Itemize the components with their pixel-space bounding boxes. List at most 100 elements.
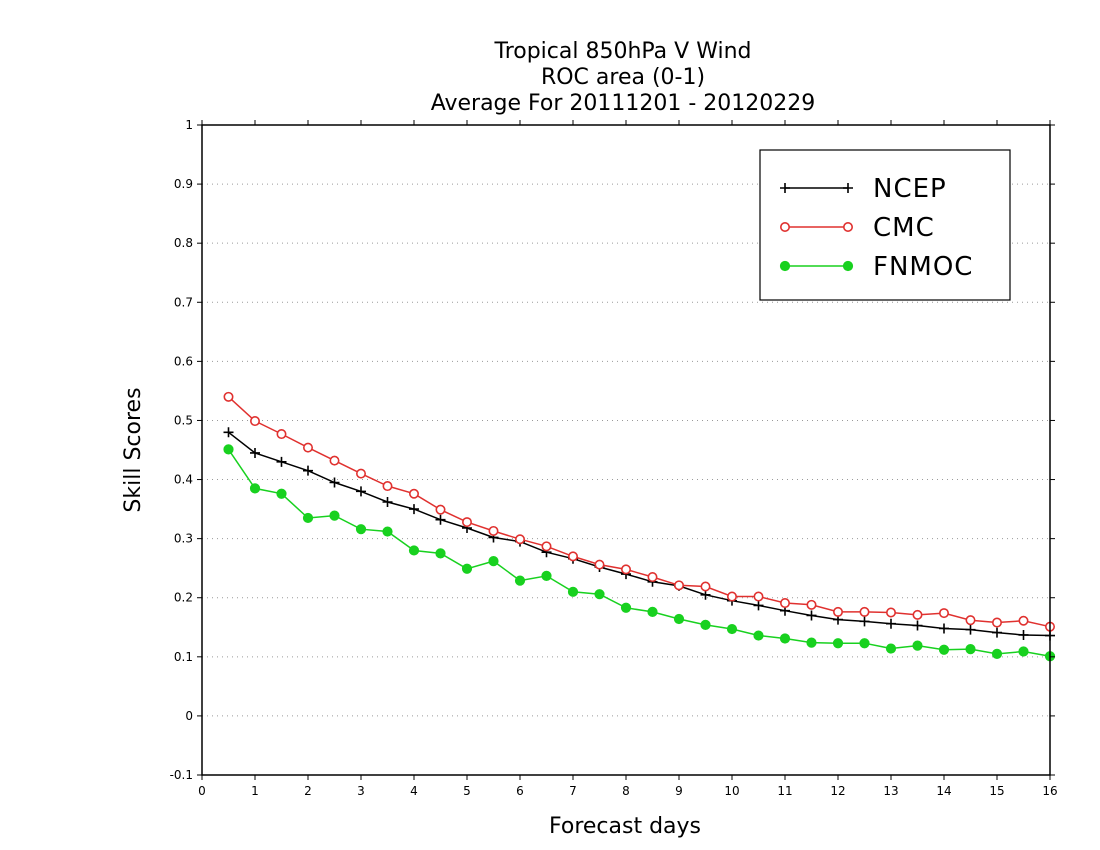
x-tick-label-5: 5 (463, 784, 471, 798)
chart-title: Tropical 850hPa V Wind ROC area (0-1) Av… (431, 39, 816, 116)
point-cmc-27 (938, 608, 949, 619)
point-fnmoc-8 (435, 548, 446, 559)
point-fnmoc-15 (620, 602, 632, 613)
point-cmc-25 (885, 607, 896, 618)
legend-box (759, 149, 1011, 301)
y-tick-label-0: -0.1 (170, 768, 193, 782)
series-cmc (223, 391, 1056, 632)
y-tick-label-6: 0.5 (174, 413, 193, 427)
point-cmc-18 (700, 581, 711, 592)
series-layer (223, 391, 1056, 662)
point-fnmoc-21 (779, 633, 791, 644)
legend-marker-end-cmc (842, 222, 853, 233)
point-fnmoc-26 (912, 640, 923, 651)
point-cmc-4 (329, 455, 340, 466)
y-axis-label: Skill Scores (121, 387, 146, 512)
point-cmc-2 (276, 429, 287, 440)
point-cmc-14 (594, 559, 605, 570)
point-cmc-13 (567, 551, 578, 562)
point-cmc-8 (435, 504, 446, 515)
point-fnmoc-29 (991, 648, 1003, 659)
y-tick-label-4: 0.3 (174, 532, 193, 546)
point-fnmoc-9 (461, 563, 473, 574)
point-ncep-24 (859, 616, 870, 627)
point-cmc-6 (382, 481, 393, 492)
series-ncep (223, 427, 1055, 641)
point-cmc-15 (620, 564, 631, 575)
point-cmc-22 (806, 599, 817, 610)
y-tick-label-11: 1 (185, 118, 193, 132)
chart-title-line-1: Tropical 850hPa V Wind (493, 39, 751, 64)
point-cmc-7 (408, 488, 419, 499)
legend-marker-end-ncep (843, 183, 853, 193)
point-fnmoc-5 (355, 524, 367, 535)
point-cmc-9 (461, 517, 472, 528)
y-tick-label-5: 0.4 (174, 473, 193, 487)
point-fnmoc-13 (567, 586, 579, 597)
x-tick-label-4: 4 (410, 784, 418, 798)
x-axis-label: Forecast days (549, 814, 701, 839)
x-tick-label-7: 7 (569, 784, 577, 798)
point-fnmoc-0 (223, 444, 234, 455)
legend-item-cmc: CMC (779, 213, 934, 243)
point-ncep-26 (912, 620, 923, 631)
x-tick-label-15: 15 (989, 784, 1004, 798)
legend-marker-end-fnmoc (842, 260, 854, 272)
point-cmc-19 (726, 591, 737, 602)
series-line-fnmoc (227, 448, 1051, 657)
x-tick-label-10: 10 (724, 784, 739, 798)
chart-title-line-3: Average For 20111201 - 20120229 (431, 91, 816, 116)
point-ncep-28 (965, 624, 976, 635)
legend-label-fnmoc: FNMOC (873, 252, 973, 282)
x-tick-label-16: 16 (1042, 784, 1057, 798)
point-fnmoc-20 (753, 630, 764, 641)
point-ncep-1 (250, 447, 260, 458)
point-fnmoc-23 (832, 638, 844, 649)
point-fnmoc-22 (806, 637, 817, 648)
point-cmc-29 (991, 617, 1002, 628)
y-tick-label-3: 0.2 (174, 591, 193, 605)
point-cmc-12 (541, 541, 552, 552)
axis-ticks: -0.100.10.20.30.40.50.60.70.80.910 1 2 3 4 5 6… (170, 118, 1058, 798)
point-fnmoc-25 (885, 643, 897, 654)
series-fnmoc (223, 444, 1056, 662)
point-cmc-1 (250, 416, 261, 427)
y-tick-label-7: 0.6 (174, 354, 193, 368)
x-tick-label-9: 9 (675, 784, 683, 798)
point-cmc-16 (647, 572, 658, 583)
point-fnmoc-17 (673, 613, 685, 625)
point-fnmoc-18 (700, 619, 711, 631)
point-ncep-2 (276, 456, 287, 467)
legend-label-ncep: NCEP (873, 174, 947, 204)
legend-marker-start-cmc (779, 222, 790, 233)
point-ncep-4 (329, 477, 340, 488)
legend-marker-start-fnmoc (779, 260, 791, 272)
point-fnmoc-7 (408, 545, 420, 556)
point-cmc-0 (223, 391, 234, 402)
y-tick-label-10: 0.9 (174, 177, 193, 191)
point-ncep-3 (303, 465, 313, 476)
x-tick-label-3: 3 (357, 784, 365, 798)
point-fnmoc-28 (965, 644, 976, 655)
series-line-cmc (227, 396, 1051, 628)
point-fnmoc-1 (249, 483, 261, 494)
point-ncep-7 (409, 504, 419, 515)
point-fnmoc-30 (1018, 646, 1029, 657)
point-ncep-29 (992, 627, 1002, 638)
y-tick-label-9: 0.8 (174, 236, 193, 250)
legend: NCEP CMC FNMOC (759, 149, 1011, 301)
point-fnmoc-12 (541, 570, 552, 581)
chart-title-line-2: ROC area (0-1) (541, 65, 705, 90)
point-fnmoc-4 (329, 510, 340, 521)
point-ncep-22 (806, 610, 817, 621)
point-ncep-27 (939, 623, 949, 634)
series-line-ncep (228, 431, 1051, 637)
x-tick-label-8: 8 (622, 784, 630, 798)
point-fnmoc-19 (726, 623, 738, 635)
legend-item-ncep: NCEP (780, 174, 947, 204)
point-ncep-25 (886, 618, 896, 629)
x-tick-label-11: 11 (777, 784, 792, 798)
point-ncep-6 (382, 497, 393, 507)
point-fnmoc-16 (647, 606, 658, 618)
